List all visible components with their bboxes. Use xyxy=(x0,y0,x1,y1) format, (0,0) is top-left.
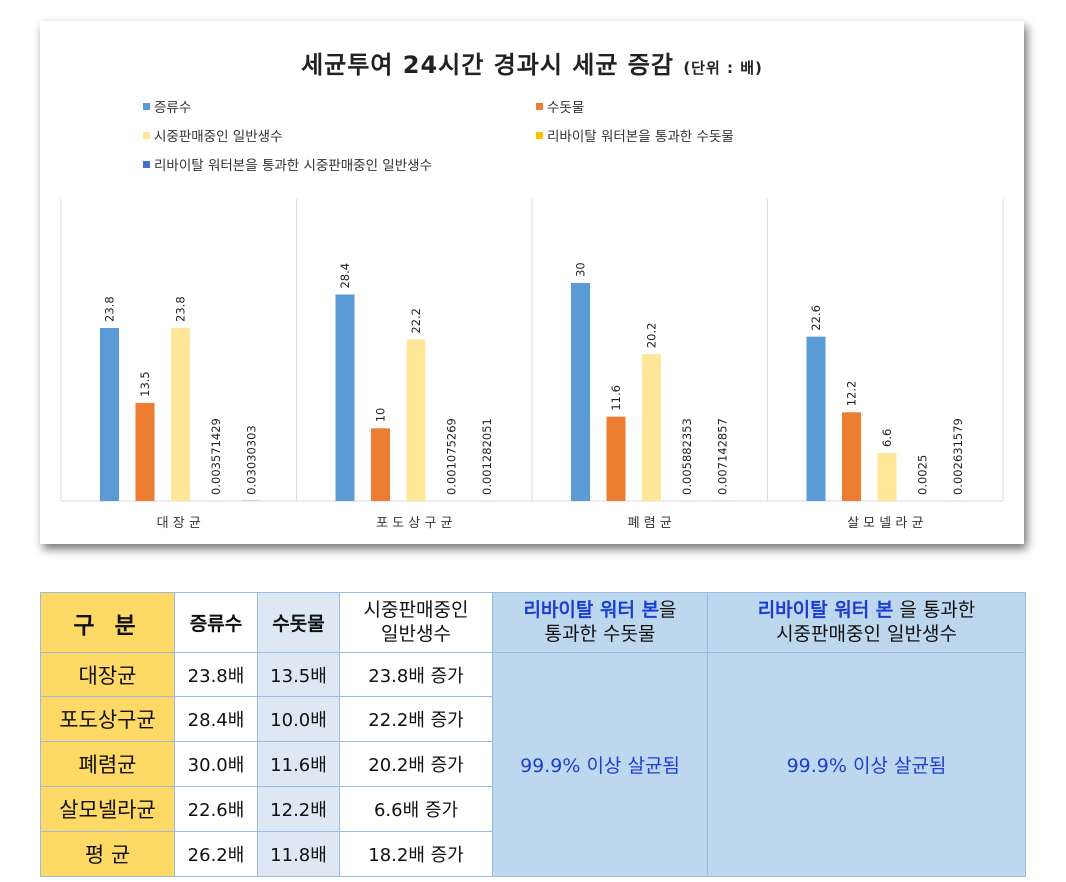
table-row: 대장균 23.8배 13.5배 23.8배 증가 99.9% 이상 살균됨 99… xyxy=(40,652,1026,877)
category-label: 폐 렴 균 xyxy=(628,516,672,531)
table-row: 살모넬라균 22.6배 12.2배 6.6배 증가 xyxy=(40,786,1026,832)
bar xyxy=(842,412,861,501)
legend-label: 수돗물 xyxy=(547,100,585,116)
cell-revital-bottled-result: 99.9% 이상 살균됨 xyxy=(707,652,1026,877)
cell-distilled: 23.8배 xyxy=(174,652,258,697)
cell-tap-water: 11.8배 xyxy=(257,831,340,877)
summary-table: 구 분 증류수 수돗물 시중판매중인 일반생수 리바이탈 워터 본을 통과한 수… xyxy=(40,592,1026,877)
data-label: 6.6 xyxy=(880,429,894,447)
data-label: 0.03030303 xyxy=(245,425,259,495)
data-label: 30 xyxy=(574,262,588,277)
bar xyxy=(135,402,155,501)
legend-label: 시중판매중인 일반생수 xyxy=(154,129,283,145)
data-label: 23.8 xyxy=(174,296,188,322)
table-row-average: 평 균 26.2배 11.8배 18.2배 증가 xyxy=(40,831,1026,877)
cell-tap-water: 11.6배 xyxy=(257,741,340,787)
header-revital-tap-rest: 을 xyxy=(659,598,677,621)
chart-card: 세균투여 24시간 경과시 세균 증감 (단위 : 배) 증류수 수돗물 시중판… xyxy=(40,21,1024,544)
cell-tap-water: 13.5배 xyxy=(257,652,340,697)
bar xyxy=(171,327,190,501)
legend-item-distilled: 증류수 xyxy=(143,96,191,116)
cell-revital-tap-result: 99.9% 이상 살균됨 xyxy=(492,652,708,877)
header-revital-bottled: 리바이탈 워터 본 을 통과한 시중판매중인 일반생수 xyxy=(707,592,1026,653)
row-label: 폐렴균 xyxy=(40,741,175,787)
chart-title-text: 세균투여 24시간 경과시 세균 증감 xyxy=(301,51,674,79)
cell-bottled-water: 18.2배 증가 xyxy=(339,831,493,877)
table-header-row: 구 분 증류수 수돗물 시중판매중인 일반생수 리바이탈 워터 본을 통과한 수… xyxy=(40,592,1026,653)
header-bottled-line2: 일반생수 xyxy=(381,622,451,645)
header-revital-bottled-line2: 시중판매중인 일반생수 xyxy=(776,622,957,645)
bar xyxy=(571,282,590,501)
data-label: 0.0025 xyxy=(916,455,930,495)
header-bottled-water: 시중판매중인 일반생수 xyxy=(339,592,493,653)
cell-distilled: 30.0배 xyxy=(174,741,258,787)
cell-bottled-water: 22.2배 증가 xyxy=(339,696,493,742)
bar xyxy=(606,416,626,501)
data-label: 10 xyxy=(374,408,388,423)
data-label: 0.001075269 xyxy=(445,418,459,495)
header-revital-tap-line2: 통과한 수돗물 xyxy=(544,622,656,645)
legend-item-bottled-water: 시중판매중인 일반생수 xyxy=(143,125,283,145)
bar xyxy=(335,294,355,501)
header-distilled: 증류수 xyxy=(174,592,258,653)
legend-label: 증류수 xyxy=(154,100,192,116)
header-bottled-line1: 시중판매중인 xyxy=(363,598,469,621)
data-label: 0.007142857 xyxy=(716,418,730,495)
header-tap-water: 수돗물 xyxy=(257,592,340,653)
data-label: 13.5 xyxy=(138,371,152,397)
bar xyxy=(406,339,426,501)
header-revital-tap-brand: 리바이탈 워터 본 xyxy=(523,598,660,621)
data-label: 0.005882353 xyxy=(680,418,694,495)
data-label: 20.2 xyxy=(645,323,659,349)
chart-title-unit: (단위 : 배) xyxy=(683,59,763,77)
chart-title: 세균투여 24시간 경과시 세균 증감 (단위 : 배) xyxy=(40,45,1024,80)
bar xyxy=(877,453,897,501)
bar-chart: 23.8 13.5 23.8 0.003571429 0.03030303 대 장 균 28… xyxy=(60,199,1004,531)
cell-bottled-water: 20.2배 증가 xyxy=(339,741,493,787)
bar xyxy=(806,336,826,501)
legend-item-revital-bottled: 리바이탈 워터본을 통과한 시중판매중인 일반생수 xyxy=(143,154,432,174)
data-label: 22.2 xyxy=(409,308,423,334)
cell-distilled: 26.2배 xyxy=(174,831,258,877)
row-label: 포도상구균 xyxy=(40,696,175,742)
bar xyxy=(642,354,661,501)
data-label: 28.4 xyxy=(338,263,352,289)
table-row: 폐렴균 30.0배 11.6배 20.2배 증가 xyxy=(40,741,1026,787)
category-label: 포 도 상 구 균 xyxy=(376,516,452,531)
cell-bottled-water: 6.6배 증가 xyxy=(339,786,493,832)
bar xyxy=(371,428,390,501)
legend-item-tap-water: 수돗물 xyxy=(536,96,584,116)
table-row: 포도상구균 28.4배 10.0배 22.2배 증가 xyxy=(40,696,1026,742)
data-label: 12.2 xyxy=(845,381,859,407)
legend-label: 리바이탈 워터본을 통과한 시중판매중인 일반생수 xyxy=(154,158,432,174)
category-label: 대 장 균 xyxy=(157,516,201,531)
legend-label: 리바이탈 워터본을 통과한 수돗물 xyxy=(547,129,734,145)
bar xyxy=(100,327,119,501)
legend-swatch xyxy=(143,160,150,168)
cell-distilled: 28.4배 xyxy=(174,696,258,742)
cell-tap-water: 12.2배 xyxy=(257,786,340,832)
row-label: 대장균 xyxy=(40,652,175,697)
category-label: 살 모 넬 라 균 xyxy=(847,516,923,531)
legend-swatch xyxy=(536,131,543,139)
data-label: 0.002631579 xyxy=(951,418,965,495)
legend-swatch xyxy=(143,102,150,110)
header-gubun: 구 분 xyxy=(40,592,175,653)
legend-swatch xyxy=(536,102,543,110)
header-revital-bottled-rest: 을 통과한 xyxy=(899,598,976,621)
data-label: 0.001282051 xyxy=(480,418,494,495)
legend-swatch xyxy=(143,131,150,139)
data-label: 11.6 xyxy=(609,385,623,411)
cell-distilled: 22.6배 xyxy=(174,786,258,832)
header-revital-tap: 리바이탈 워터 본을 통과한 수돗물 xyxy=(492,592,708,653)
row-label: 살모넬라균 xyxy=(40,786,175,832)
cell-bottled-water: 23.8배 증가 xyxy=(339,652,493,697)
data-label: 22.6 xyxy=(809,305,823,331)
data-label: 23.8 xyxy=(103,296,117,322)
header-revital-bottled-brand: 리바이탈 워터 본 xyxy=(757,598,894,621)
cell-tap-water: 10.0배 xyxy=(257,696,340,742)
data-label: 0.003571429 xyxy=(209,418,223,495)
row-label: 평 균 xyxy=(40,831,175,877)
legend-item-revital-tap: 리바이탈 워터본을 통과한 수돗물 xyxy=(536,125,734,145)
